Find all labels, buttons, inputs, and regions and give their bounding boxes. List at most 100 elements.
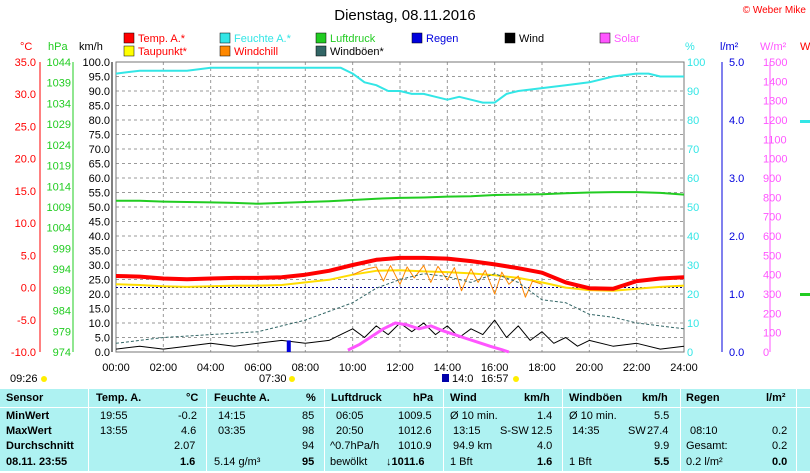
solar-tick-label: 1000 [763,154,787,166]
wind-tick-label: 30.0 [89,260,110,272]
press-max-value: 1012.6 [398,425,432,437]
wind-tick-label: 65.0 [89,159,110,171]
humidity-tick-label: 40 [687,231,699,243]
solar-tick-label: 600 [763,231,781,243]
temp-avg-value: 2.07 [174,440,196,452]
rain-tick-label: 3.0 [729,173,744,185]
pressure-tick-label: 1009 [47,202,71,214]
row-label: 08.11. 23:55 [6,456,68,468]
header-gust-unit: km/h [642,392,668,404]
moon-mid-label: 14:0 [452,373,473,385]
rain-current-value: 0.0 [772,456,788,468]
wind-tick-label: 15.0 [89,304,110,316]
gust-bft: 1 Bft [569,456,592,468]
humidity-unit-label: % [685,41,695,53]
hum-max-value: 98 [302,425,315,437]
pressure-tick-label: 1044 [47,57,71,69]
wind-tick-label: 50.0 [89,202,110,214]
row-label: Durchschnitt [6,440,74,452]
wind-tick-label: 100.0 [82,57,110,69]
humidity-tick-label: 20 [687,289,699,301]
hum-min-value: 85 [302,410,315,422]
wind-tick-label: 70.0 [89,144,110,156]
legend-swatch [123,32,135,44]
temp-tick-label: 30.0 [15,89,36,101]
legend-label: Temp. A.* [138,33,186,45]
series-line [352,265,543,298]
temp-tick-label: 20.0 [15,154,36,166]
header-humidity: Feuchte A. [214,392,270,404]
temp-tick-label: 15.0 [15,186,36,198]
sun-icon [289,376,295,382]
humidity-tick-label: 0 [687,347,693,359]
header-rain-unit: l/m² [766,392,786,404]
x-tick-label: 16:00 [481,362,509,374]
press-min-time: 06:05 [336,410,364,422]
rain-tick-label: 4.0 [729,115,744,127]
pressure-tick-label: 979 [53,326,71,338]
wind-current-value: 1.6 [537,456,553,468]
series-line [115,319,685,350]
wind-avg-value: 4.0 [537,440,553,452]
solar-tick-label: 1400 [763,76,787,88]
temp-min-time: 19:55 [100,410,128,422]
weather-chart: Dienstag, 08.11.2016 © Weber Mike Temp. A.… [10,5,810,385]
x-tick-label: 12:00 [386,362,414,374]
legend-swatch [599,32,611,44]
solar-tick-label: 500 [763,250,781,262]
solar-tick-label: 1100 [763,134,787,146]
humidity-tick-label: 60 [687,173,699,185]
stats-row-avg: Durchschnitt 2.07 94 ^0.7hPa/h 1010.9 94… [0,439,810,454]
wind-tick-label: 45.0 [89,217,110,229]
humidity-tick-label: 80 [687,115,699,127]
rain-today: 0.2 l/m² [686,456,723,468]
temp-tick-label: 35.0 [15,57,36,69]
header-temp: Temp. A. [96,392,142,404]
x-tick-label: 00:00 [102,362,130,374]
gust-min-label: Ø 10 min. [569,410,617,422]
stats-row-max: MaxWert 13:55 4.6 03:35 98 20:50 1012.6 … [0,424,810,439]
wind-run: 94.9 km [453,440,493,452]
x-tick-label: 10:00 [339,362,367,374]
legend-swatch [219,45,231,57]
solar-tick-label: 400 [763,270,781,282]
wind-tick-label: 25.0 [89,275,110,287]
temp-min-value: -0.2 [178,410,197,422]
gust-current-value: 5.5 [654,456,670,468]
wind-max-time: 13:15 [453,425,481,437]
solar-tick-label: 100 [763,328,781,340]
wind-tick-label: 95.0 [89,72,110,84]
humidity-tick-label: 70 [687,144,699,156]
x-tick-label: 02:00 [150,362,178,374]
press-max-time: 20:50 [336,425,364,437]
solar-tick-label: 300 [763,289,781,301]
hum-absolute: 5.14 g/m³ [214,456,261,468]
wind-tick-label: 0.0 [95,347,110,359]
wind-tick-label: 75.0 [89,130,110,142]
header-temp-unit: °C [186,392,199,404]
rain-max-value: 0.2 [772,425,788,437]
temp-tick-label: 5.0 [21,250,36,262]
moon-icon [41,376,47,382]
x-tick-label: 14:00 [434,362,462,374]
gust-min-value: 5.5 [654,410,670,422]
pressure-tick-label: 1039 [47,78,71,90]
wind-tick-label: 20.0 [89,289,110,301]
sunrise-label: 07:30 [259,373,287,385]
legend-label: Windchill [234,46,278,58]
pressure-tick-label: 1004 [47,223,71,235]
gust-avg-value: 9.9 [654,440,670,452]
wind-tick-label: 5.0 [95,333,110,345]
humidity-tick-label: 30 [687,260,699,272]
wind-min-label: Ø 10 min. [450,410,498,422]
hum-current-value: 95 [302,456,315,468]
solar-tick-label: 1500 [763,57,787,69]
legend-label: Regen [426,33,458,45]
temp-max-value: 4.6 [181,425,197,437]
gust-max-direction: SW [628,425,646,437]
solar-tick-label: 1300 [763,96,787,108]
temp-tick-label: -5.0 [17,315,36,327]
press-current-value: ↓1011.6 [386,456,425,468]
solar-tick-label: 700 [763,212,781,224]
wind-tick-label: 10.0 [89,318,110,330]
